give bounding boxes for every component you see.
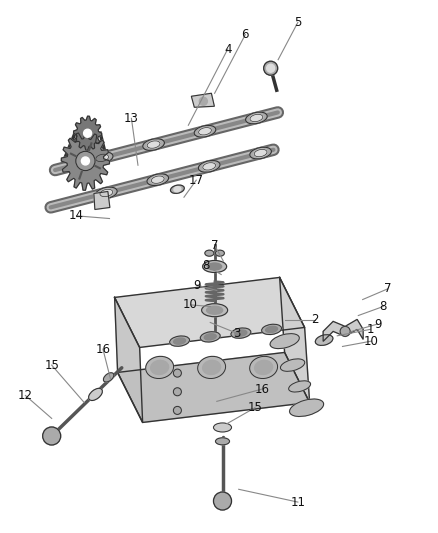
Text: 5: 5 [294,16,301,29]
Ellipse shape [173,387,181,396]
Polygon shape [279,278,310,402]
Text: 13: 13 [124,112,139,125]
Ellipse shape [290,399,324,416]
Circle shape [81,157,89,165]
Ellipse shape [213,423,232,432]
Circle shape [340,326,350,336]
Ellipse shape [170,336,190,346]
Circle shape [76,151,95,171]
Ellipse shape [151,360,169,375]
Text: 17: 17 [189,174,204,187]
Ellipse shape [173,406,181,415]
Polygon shape [94,191,110,209]
Ellipse shape [201,304,228,317]
Ellipse shape [207,306,223,314]
Ellipse shape [198,127,212,135]
Circle shape [42,427,61,445]
Ellipse shape [174,187,181,192]
Ellipse shape [170,185,184,193]
Ellipse shape [289,381,311,392]
Text: 15: 15 [44,359,59,372]
Text: 1: 1 [366,323,374,336]
Polygon shape [115,278,304,348]
Ellipse shape [204,334,216,340]
Ellipse shape [246,112,267,124]
Polygon shape [191,93,214,107]
Ellipse shape [235,330,247,336]
Text: 10: 10 [183,298,198,311]
Polygon shape [118,352,310,423]
Text: 16: 16 [95,343,110,356]
Text: 14: 14 [69,209,84,222]
Ellipse shape [254,360,272,375]
Text: 16: 16 [254,383,269,395]
Ellipse shape [250,114,263,122]
Ellipse shape [231,328,251,338]
Ellipse shape [100,189,113,197]
Ellipse shape [208,263,222,270]
Ellipse shape [250,357,278,378]
Ellipse shape [250,147,272,159]
Ellipse shape [200,332,220,342]
Polygon shape [74,116,102,150]
Ellipse shape [215,250,224,256]
Text: 2: 2 [311,313,319,326]
Ellipse shape [146,357,173,378]
Text: 9: 9 [374,318,381,330]
Ellipse shape [254,149,267,157]
Ellipse shape [173,369,181,377]
Text: 6: 6 [241,28,249,41]
Text: 12: 12 [18,389,33,402]
Ellipse shape [198,357,226,378]
Ellipse shape [173,338,186,344]
Ellipse shape [194,125,216,137]
Ellipse shape [261,324,282,335]
Ellipse shape [280,359,305,372]
Text: 8: 8 [202,259,209,272]
Ellipse shape [203,163,215,170]
Circle shape [267,64,275,72]
Text: 15: 15 [247,401,262,414]
Text: 7: 7 [211,239,219,252]
Ellipse shape [198,160,220,172]
Text: 8: 8 [380,300,387,313]
Ellipse shape [315,335,333,345]
Ellipse shape [103,373,114,382]
Text: 10: 10 [364,335,379,348]
Circle shape [84,129,92,138]
Ellipse shape [92,152,113,164]
Circle shape [264,61,278,75]
Ellipse shape [143,139,164,150]
Ellipse shape [152,176,164,183]
Polygon shape [61,132,110,190]
Ellipse shape [147,174,169,185]
Ellipse shape [95,187,117,199]
Ellipse shape [215,438,230,445]
Ellipse shape [203,261,226,272]
Text: 11: 11 [290,496,305,508]
Ellipse shape [270,334,299,349]
Ellipse shape [88,389,102,400]
Polygon shape [323,319,363,342]
Ellipse shape [96,154,109,161]
Text: 9: 9 [193,279,201,292]
Text: 7: 7 [384,282,392,295]
Text: 3: 3 [233,327,240,340]
Ellipse shape [147,141,160,148]
Ellipse shape [265,326,278,333]
Circle shape [213,492,232,510]
Ellipse shape [205,250,214,256]
Circle shape [199,97,207,106]
Ellipse shape [203,360,221,375]
Text: 4: 4 [224,43,232,55]
Polygon shape [115,297,143,423]
